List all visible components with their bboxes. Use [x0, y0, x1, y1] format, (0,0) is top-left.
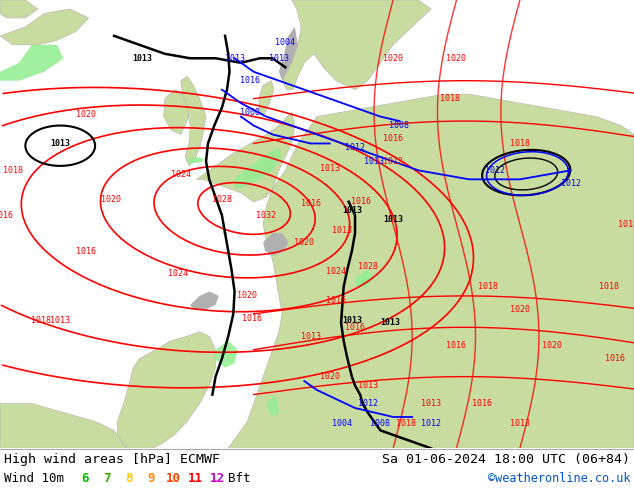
- Text: 1018: 1018: [440, 94, 460, 103]
- Text: 1016: 1016: [351, 197, 372, 206]
- Polygon shape: [266, 394, 279, 417]
- Text: 11: 11: [188, 472, 202, 485]
- Text: 1020: 1020: [237, 292, 257, 300]
- Text: 1020: 1020: [294, 238, 314, 246]
- Text: 1016: 1016: [75, 246, 96, 256]
- Polygon shape: [235, 148, 282, 188]
- Text: 7: 7: [103, 472, 111, 485]
- Text: 1012: 1012: [421, 419, 441, 428]
- Text: 1020: 1020: [101, 195, 121, 204]
- Text: 1016: 1016: [446, 341, 467, 350]
- Text: 1013: 1013: [383, 215, 403, 224]
- Text: 1016: 1016: [0, 211, 13, 220]
- Text: 1013: 1013: [133, 54, 153, 63]
- Text: 8: 8: [126, 472, 133, 485]
- Text: 1008: 1008: [370, 419, 391, 428]
- Polygon shape: [0, 9, 89, 45]
- Text: 1013: 1013: [50, 139, 70, 148]
- Text: 1018: 1018: [396, 419, 416, 428]
- Text: 1020: 1020: [383, 54, 403, 63]
- Text: 1013: 1013: [342, 316, 362, 325]
- Text: 1018: 1018: [598, 282, 619, 292]
- Text: 1020: 1020: [541, 341, 562, 350]
- Text: 1013: 1013: [364, 157, 384, 166]
- Text: 1016: 1016: [383, 134, 403, 144]
- Polygon shape: [164, 90, 190, 135]
- Polygon shape: [197, 94, 634, 448]
- Polygon shape: [279, 27, 298, 81]
- Text: 1018: 1018: [510, 139, 530, 148]
- Text: 1024: 1024: [167, 269, 188, 278]
- Text: Wind 10m: Wind 10m: [4, 472, 64, 485]
- Text: 1012: 1012: [560, 179, 581, 188]
- Text: 1028: 1028: [358, 262, 378, 271]
- Text: 9: 9: [147, 472, 155, 485]
- Text: 1012: 1012: [358, 399, 378, 408]
- Text: 1018: 1018: [3, 166, 23, 175]
- Polygon shape: [0, 404, 127, 448]
- Text: 10: 10: [165, 472, 181, 485]
- Text: 1018: 1018: [618, 220, 634, 229]
- Text: 1013: 1013: [510, 419, 530, 428]
- Text: 1024: 1024: [326, 267, 346, 276]
- Text: 1012: 1012: [345, 144, 365, 152]
- Text: 1028: 1028: [212, 195, 232, 204]
- Text: 1013: 1013: [332, 226, 353, 235]
- Text: 1016: 1016: [605, 354, 625, 363]
- Text: 1024: 1024: [171, 171, 191, 179]
- Text: 1016: 1016: [472, 399, 492, 408]
- Polygon shape: [0, 0, 38, 18]
- Text: 1008: 1008: [240, 108, 261, 117]
- Text: ©weatheronline.co.uk: ©weatheronline.co.uk: [488, 472, 630, 485]
- Polygon shape: [0, 45, 63, 81]
- Text: 1013: 1013: [342, 206, 362, 215]
- Text: 1013: 1013: [224, 54, 245, 63]
- Text: 1018: 1018: [478, 282, 498, 292]
- Text: Bft: Bft: [228, 472, 250, 485]
- Text: 1013: 1013: [421, 399, 441, 408]
- Text: 1013: 1013: [50, 316, 70, 325]
- Polygon shape: [181, 76, 206, 166]
- Text: 1020: 1020: [320, 372, 340, 381]
- Text: 1013: 1013: [320, 164, 340, 172]
- Text: 1020: 1020: [446, 54, 467, 63]
- Text: 6: 6: [81, 472, 89, 485]
- Polygon shape: [355, 269, 374, 287]
- Text: 1013: 1013: [358, 381, 378, 390]
- Text: Sa 01-06-2024 18:00 UTC (06+84): Sa 01-06-2024 18:00 UTC (06+84): [382, 453, 630, 466]
- Text: 1016: 1016: [240, 76, 261, 85]
- Text: 1013: 1013: [380, 318, 400, 327]
- Text: 1008: 1008: [389, 121, 410, 130]
- Polygon shape: [117, 332, 216, 448]
- Text: 1016: 1016: [301, 199, 321, 209]
- Text: 1016: 1016: [326, 296, 346, 305]
- Polygon shape: [190, 292, 219, 309]
- Polygon shape: [259, 81, 274, 117]
- Text: 1016: 1016: [345, 323, 365, 332]
- Text: High wind areas [hPa] ECMWF: High wind areas [hPa] ECMWF: [4, 453, 220, 466]
- Text: 1012: 1012: [383, 157, 403, 166]
- Text: 1004: 1004: [332, 419, 353, 428]
- Text: 1020: 1020: [510, 305, 530, 314]
- Text: 1012: 1012: [484, 166, 505, 175]
- Text: 1013: 1013: [269, 54, 289, 63]
- Text: 1013: 1013: [301, 332, 321, 341]
- Polygon shape: [263, 233, 288, 256]
- Text: 1020: 1020: [75, 110, 96, 119]
- Text: 1032: 1032: [256, 211, 276, 220]
- Polygon shape: [282, 0, 431, 90]
- Text: 12: 12: [209, 472, 224, 485]
- Text: 1016: 1016: [242, 314, 262, 323]
- Text: 1018: 1018: [31, 316, 51, 325]
- Text: 1004: 1004: [275, 38, 295, 47]
- Polygon shape: [188, 157, 204, 164]
- Polygon shape: [214, 341, 238, 368]
